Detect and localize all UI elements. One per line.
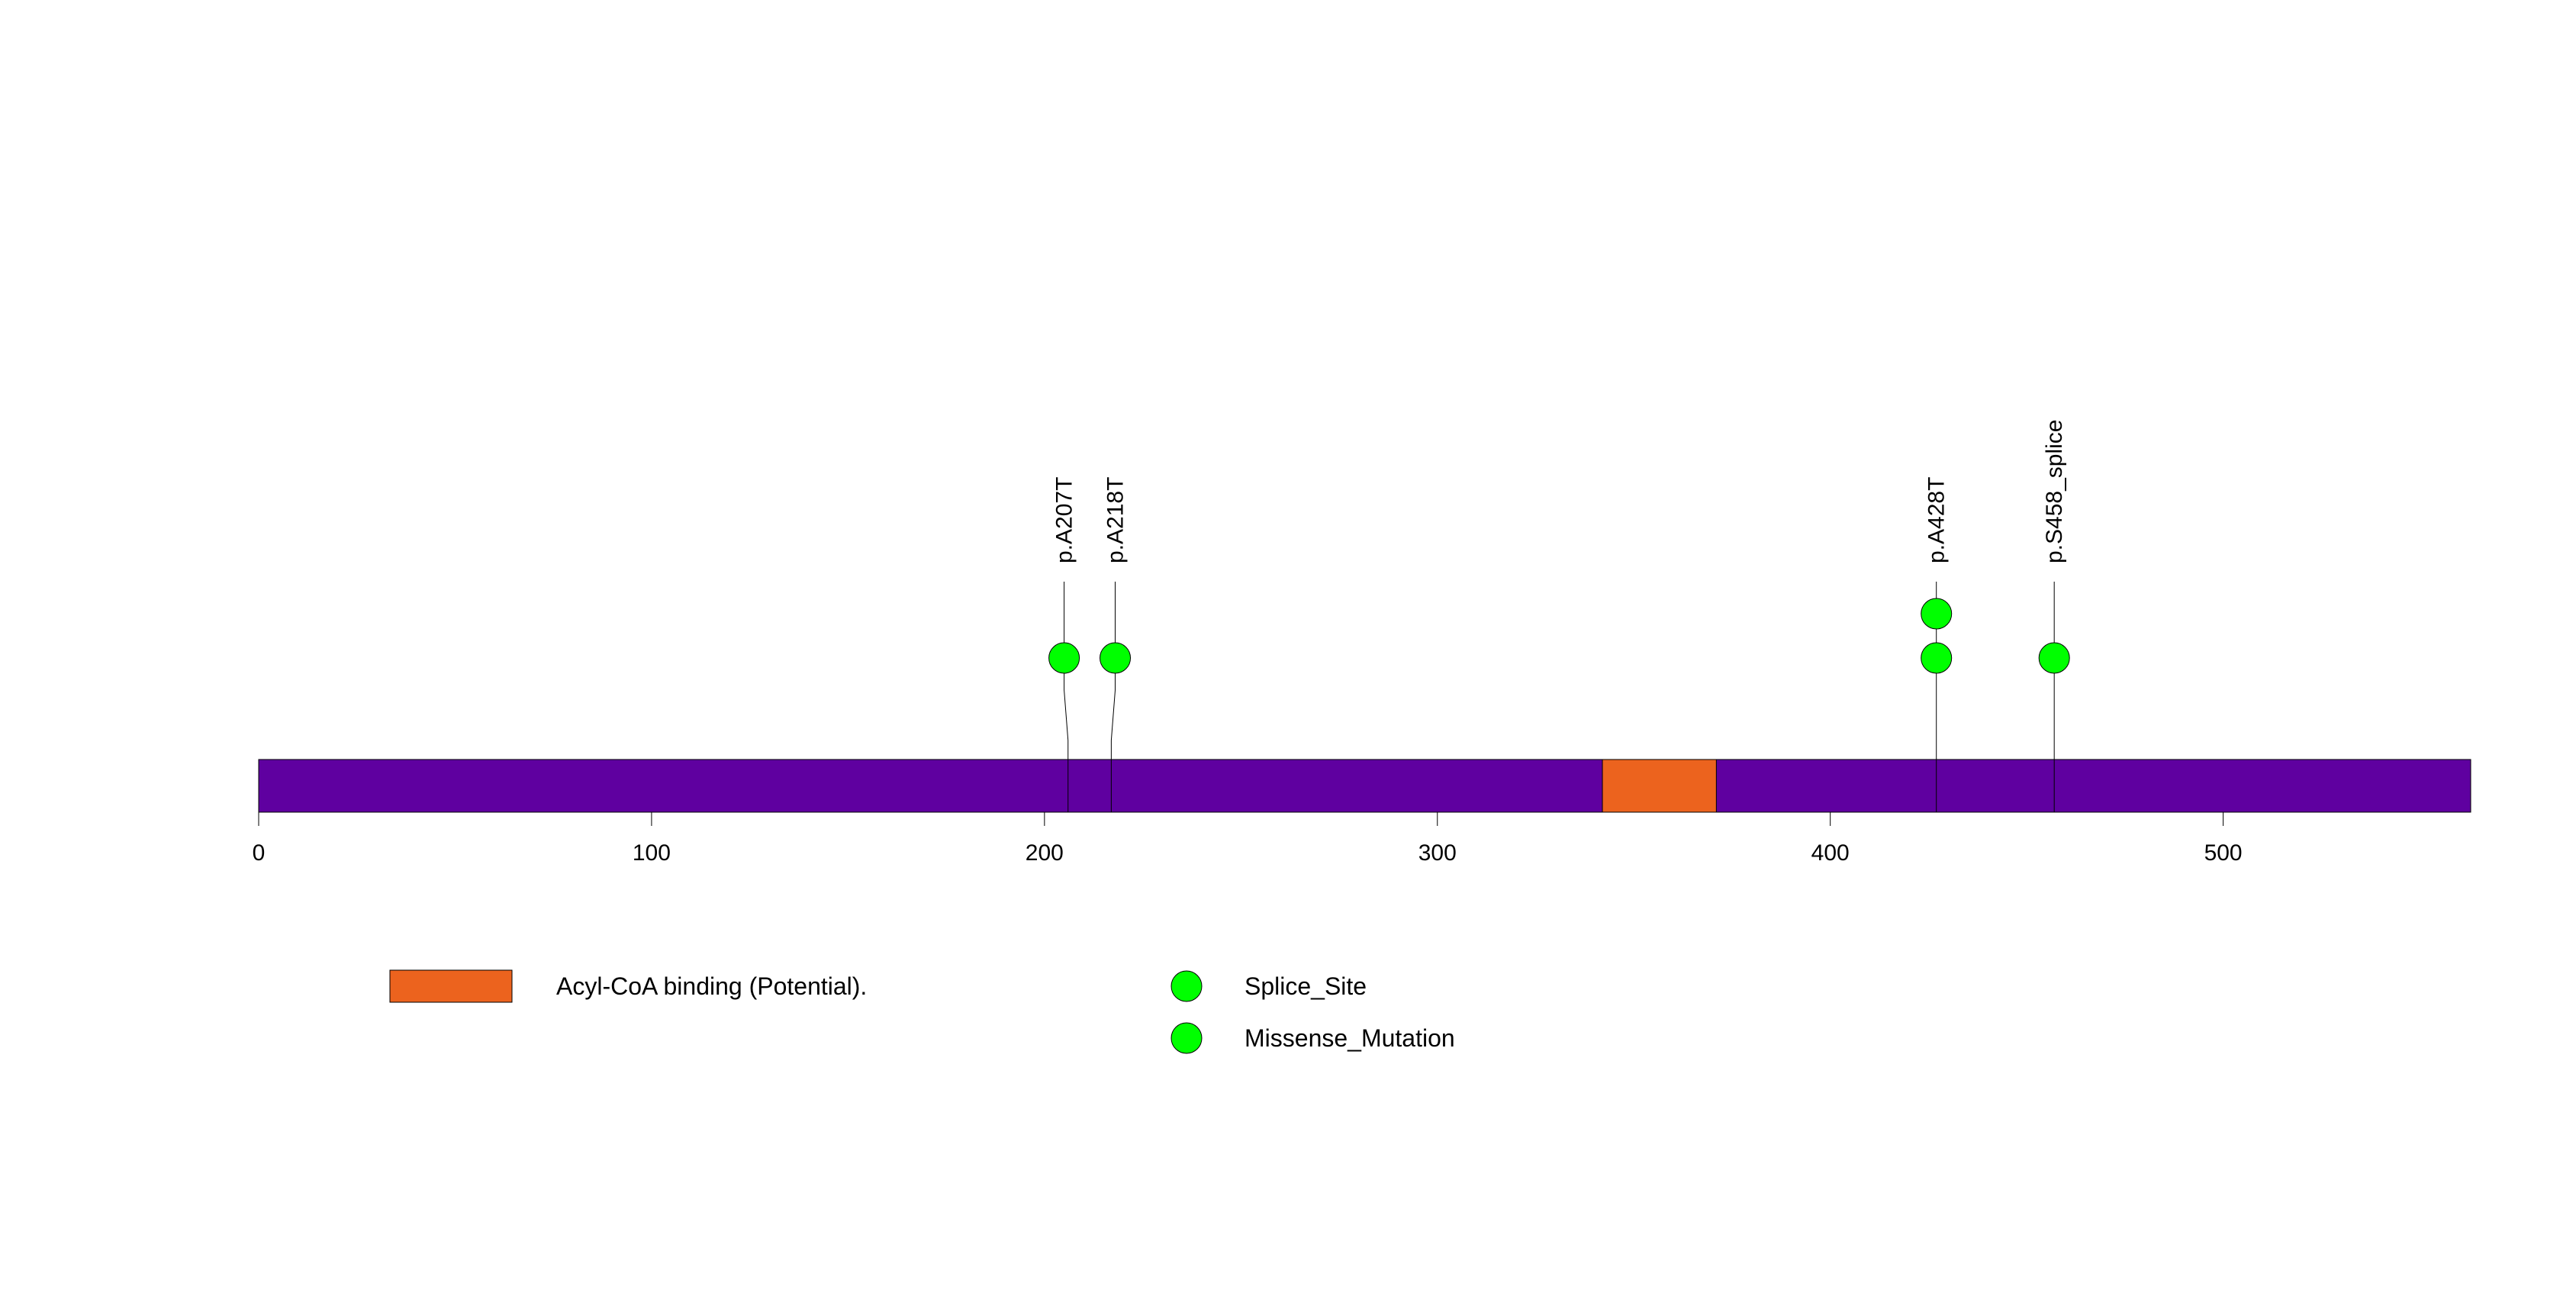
mutation-marker-1-0: [1100, 642, 1132, 674]
legend-splice-site-marker: [1170, 970, 1203, 1002]
mutation-label-0: p.A207T: [1052, 477, 1077, 563]
x-tick-label-0: 0: [253, 840, 266, 866]
mutation-label-3: p.S458_splice: [2042, 420, 2067, 563]
x-tick-label-100: 100: [633, 840, 671, 866]
legend-splice-site-label: Splice_Site: [1245, 972, 1367, 1000]
mutation-stem-0: [1064, 582, 1069, 759]
mutation-marker-2-0: [1921, 642, 1953, 674]
legend-domain-swatch: [389, 969, 513, 1003]
mutation-label-1: p.A218T: [1103, 477, 1129, 563]
mutation-labels: p.A207T p.A218T p.A428T p.S458_splice: [1052, 420, 2068, 563]
mutation-label-2: p.A428T: [1924, 477, 1950, 563]
x-tick-label-500: 500: [2204, 840, 2243, 866]
mutation-marker-3-0: [2038, 642, 2070, 674]
legend-missense-mutation-marker: [1170, 1022, 1203, 1054]
x-axis: 0 100 200 300 400 500: [253, 811, 2243, 866]
mutation-stems: [1064, 582, 2055, 759]
mutation-marker-0-0: [1048, 642, 1080, 674]
mutation-stem-1: [1110, 582, 1116, 759]
legend: Acyl-CoA binding (Potential). Splice_Sit…: [389, 969, 1455, 1054]
domain-box-0: [1602, 759, 1717, 813]
mutation-marker-2-1: [1921, 598, 1953, 630]
protein-backbone: [258, 759, 2471, 813]
x-tick-label-400: 400: [1811, 840, 1850, 866]
x-tick-label-200: 200: [1026, 840, 1064, 866]
mutation-position-lines: [1067, 759, 2055, 812]
mutation-markers: [1048, 598, 2070, 674]
x-tick-label-300: 300: [1418, 840, 1457, 866]
domain-boxes: [1602, 759, 1717, 813]
legend-domain-label: Acyl-CoA binding (Potential).: [556, 972, 867, 1000]
legend-missense-mutation-label: Missense_Mutation: [1245, 1024, 1455, 1052]
